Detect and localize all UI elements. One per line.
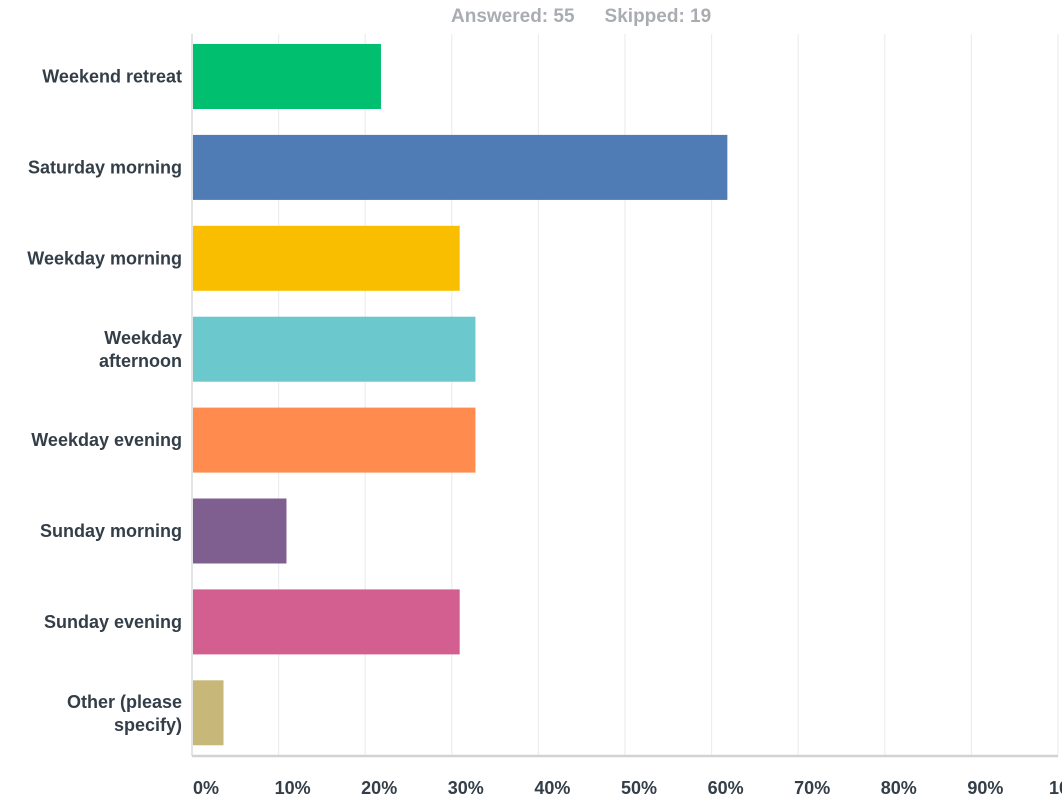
bar (193, 44, 381, 109)
x-tick-label: 10% (275, 778, 311, 798)
category-label: Saturday morning (28, 157, 182, 177)
x-tick-label: 60% (708, 778, 744, 798)
category-label: Sunday morning (40, 521, 182, 541)
x-tick-label: 70% (794, 778, 830, 798)
category-label: Weekday morning (27, 248, 182, 268)
bar (193, 407, 476, 473)
category-label: Sunday evening (44, 612, 182, 632)
bar (193, 589, 460, 655)
response-stats: Answered: 55 Skipped: 19 (451, 6, 711, 28)
x-tick-label: 0% (193, 778, 219, 798)
bar (193, 680, 224, 746)
bar (193, 498, 287, 564)
bar (193, 134, 728, 200)
x-tick-label: 80% (881, 778, 917, 798)
category-labels: Weekend retreat Saturday morning Weekday m… (27, 67, 182, 735)
bars (193, 44, 728, 746)
x-tick-label: 40% (534, 778, 570, 798)
category-label: Weekday evening (31, 430, 182, 450)
x-tick-label: 20% (361, 778, 397, 798)
x-axis: 0% 10% 20% 30% 40% 50% 60% 70% 80% 90% 100% (191, 34, 1062, 798)
category-label: Weekday afternoon (99, 328, 182, 371)
category-label: Other (please specify) (67, 692, 182, 735)
x-tick-label: 100% (1049, 778, 1062, 798)
answered-count: Answered: 55 (451, 6, 575, 27)
bar (193, 225, 460, 291)
x-tick-label: 50% (621, 778, 657, 798)
bar (193, 316, 476, 382)
skipped-count: Skipped: 19 (604, 6, 712, 27)
category-label: Weekend retreat (42, 67, 182, 87)
x-tick-label: 90% (967, 778, 1003, 798)
x-tick-label: 30% (448, 778, 484, 798)
